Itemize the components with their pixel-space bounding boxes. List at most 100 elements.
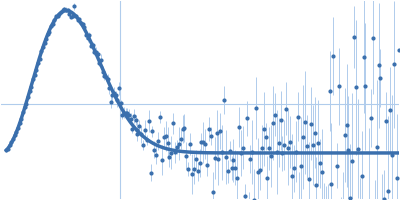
Point xyxy=(277,119,284,122)
Point xyxy=(251,199,257,200)
Point xyxy=(134,129,140,132)
Point xyxy=(166,155,172,158)
Point xyxy=(232,166,238,169)
Point xyxy=(308,122,314,125)
Point xyxy=(226,150,233,153)
Point xyxy=(176,142,182,145)
Point xyxy=(174,146,180,149)
Point xyxy=(134,132,140,136)
Point xyxy=(262,135,269,138)
Point xyxy=(129,127,136,130)
Point xyxy=(54,14,61,18)
Point xyxy=(290,167,297,170)
Point xyxy=(6,144,13,147)
Point xyxy=(362,85,368,88)
Point xyxy=(168,151,174,154)
Point xyxy=(119,113,126,117)
Point xyxy=(178,137,184,141)
Point xyxy=(236,126,242,129)
Point xyxy=(255,170,261,173)
Point xyxy=(86,33,92,37)
Point xyxy=(140,143,146,146)
Point xyxy=(15,127,21,130)
Point xyxy=(388,153,395,156)
Point xyxy=(28,86,34,89)
Point xyxy=(375,64,382,67)
Point xyxy=(234,176,240,180)
Point xyxy=(113,93,119,96)
Point xyxy=(194,170,201,173)
Point xyxy=(353,86,359,89)
Point xyxy=(347,196,354,199)
Point xyxy=(45,32,51,35)
Point xyxy=(244,117,250,120)
Point xyxy=(192,158,199,161)
Point xyxy=(38,50,44,53)
Point xyxy=(30,77,36,80)
Point xyxy=(200,141,206,144)
Point xyxy=(370,36,376,39)
Point xyxy=(319,170,325,173)
Point xyxy=(390,63,397,66)
Point xyxy=(121,111,127,114)
Point xyxy=(334,164,340,167)
Point xyxy=(172,151,178,154)
Point xyxy=(258,146,265,149)
Point xyxy=(147,171,154,174)
Point xyxy=(51,18,58,21)
Point xyxy=(349,160,355,163)
Point xyxy=(138,132,144,136)
Point xyxy=(343,124,350,127)
Point xyxy=(20,110,26,113)
Point xyxy=(106,86,112,89)
Point xyxy=(131,114,137,118)
Point xyxy=(22,106,28,109)
Point xyxy=(10,138,16,141)
Point xyxy=(68,15,74,18)
Point xyxy=(96,62,102,65)
Point xyxy=(368,116,374,120)
Point xyxy=(109,93,116,97)
Point xyxy=(5,148,11,151)
Point xyxy=(345,149,352,152)
Point xyxy=(149,130,156,133)
Point xyxy=(264,177,270,180)
Point xyxy=(204,163,210,166)
Point xyxy=(330,54,336,58)
Point xyxy=(268,154,274,157)
Point xyxy=(91,50,98,53)
Point xyxy=(12,133,18,137)
Point xyxy=(240,146,246,149)
Point xyxy=(298,164,304,168)
Point xyxy=(223,155,229,158)
Point xyxy=(16,122,23,125)
Point xyxy=(317,162,323,165)
Point xyxy=(311,131,318,134)
Point xyxy=(230,159,237,162)
Point xyxy=(36,57,43,60)
Point xyxy=(160,135,167,139)
Point xyxy=(83,33,89,36)
Point xyxy=(153,153,160,156)
Point xyxy=(18,117,24,120)
Point xyxy=(266,147,272,150)
Point xyxy=(157,115,163,118)
Point xyxy=(225,170,231,173)
Point xyxy=(104,78,111,81)
Point xyxy=(394,176,400,179)
Point xyxy=(272,113,278,116)
Point xyxy=(114,99,121,102)
Point xyxy=(13,131,20,134)
Point xyxy=(396,48,400,51)
Point xyxy=(242,194,248,198)
Point xyxy=(146,119,152,123)
Point xyxy=(219,151,225,154)
Point xyxy=(101,74,108,78)
Point xyxy=(108,100,114,104)
Point xyxy=(187,143,193,146)
Point xyxy=(336,85,342,88)
Point xyxy=(46,30,53,33)
Point xyxy=(360,55,367,58)
Point xyxy=(94,52,101,56)
Point xyxy=(126,114,132,117)
